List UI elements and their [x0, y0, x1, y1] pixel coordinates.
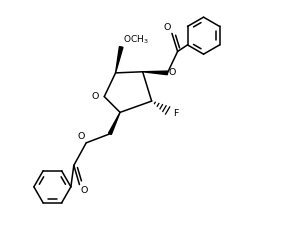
Polygon shape: [143, 71, 168, 75]
Text: O: O: [164, 23, 171, 32]
Text: OCH$_3$: OCH$_3$: [123, 33, 149, 46]
Text: O: O: [81, 186, 88, 195]
Text: F: F: [173, 109, 178, 118]
Polygon shape: [115, 47, 123, 73]
Polygon shape: [108, 112, 120, 134]
Text: O: O: [91, 92, 99, 101]
Text: O: O: [169, 68, 176, 77]
Text: O: O: [78, 132, 85, 141]
